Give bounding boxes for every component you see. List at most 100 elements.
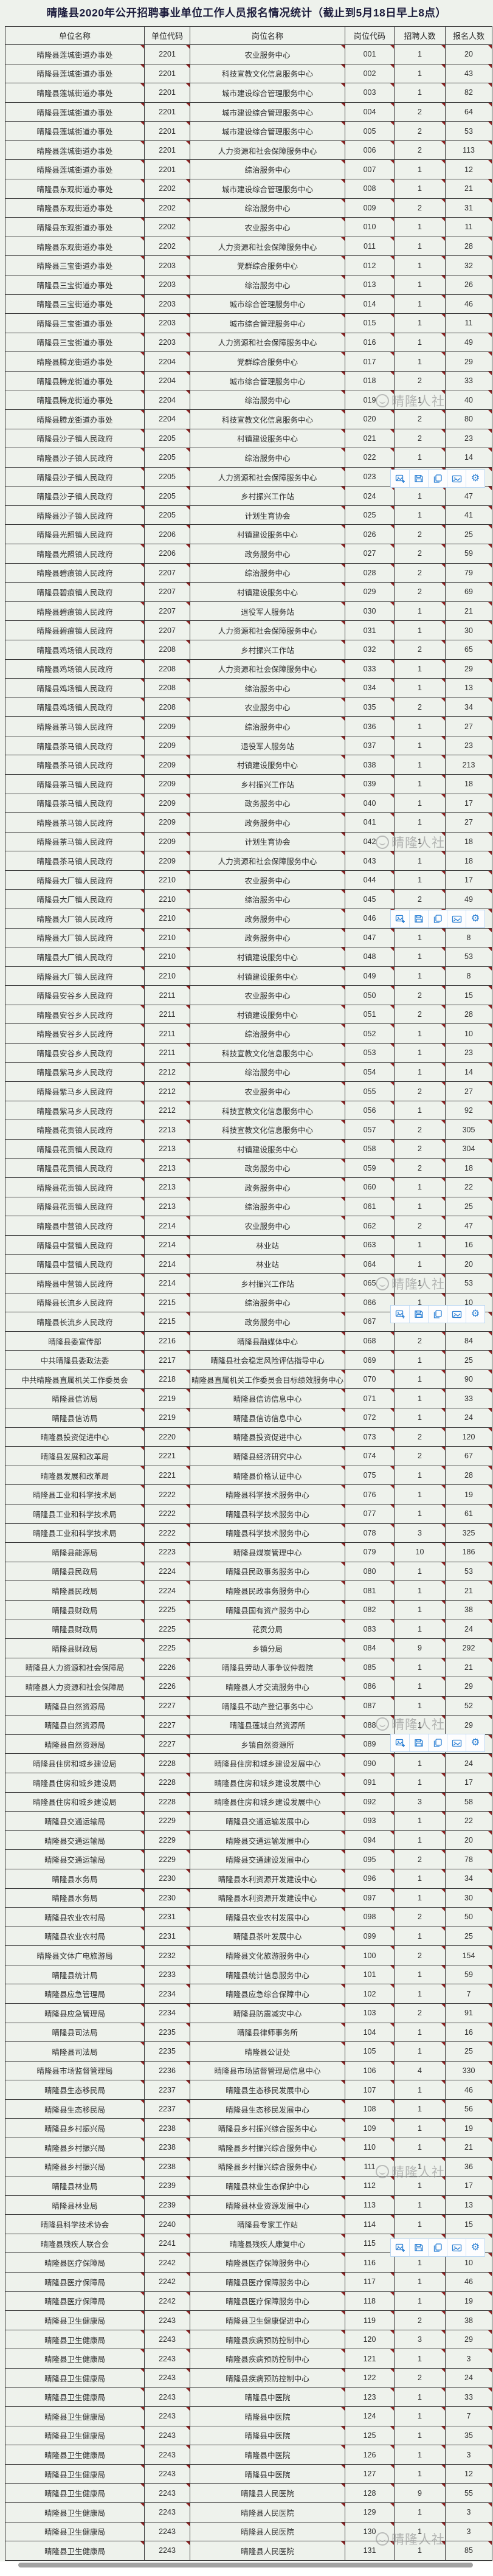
table-row: 晴隆县卫生健康局 2243 晴隆县中医院 127 1 12 [5,2463,492,2484]
add-image-icon[interactable] [391,1306,410,1323]
position-code-cell: 091 [345,1773,395,1793]
col-header-unit-code: 单位代码 [144,26,190,45]
add-image-icon[interactable] [391,470,410,487]
settings-icon[interactable]: ⚙ [471,1309,480,1319]
unit-name-cell: 晴隆县花贡镇人民政府 [5,1158,145,1179]
table-row: 晴隆县紫马乡人民政府 2212 综治服务中心 054 1 14 [5,1062,492,1082]
position-name-cell: 晴隆县公证处 [190,2041,345,2062]
extract-image-icon[interactable] [447,1306,466,1323]
extract-image-icon[interactable] [447,1734,466,1751]
unit-code-cell: 2243 [144,2502,190,2522]
save-icon[interactable] [410,910,429,927]
unit-name-cell: 晴隆县人力资源和社会保障局 [5,1677,145,1697]
table-row: 晴隆县统计局 2233 晴隆县统计信息服务中心 101 1 59 [5,1964,492,1985]
position-code-cell: 087 [345,1695,395,1716]
extract-image-icon[interactable] [447,910,466,927]
recruit-count-cell: 1 [394,2425,446,2446]
col-header-unit-name: 单位名称 [5,26,145,45]
position-name-cell: 城市综合管理服务中心 [190,313,345,333]
position-name-cell: 晴隆县信访信息中心 [190,1388,345,1409]
unit-code-cell: 2217 [144,1350,190,1370]
horizontal-scrollbar[interactable] [18,2563,473,2567]
settings-icon[interactable]: ⚙ [471,473,480,483]
unit-code-cell: 2207 [144,620,190,640]
table-row: 晴隆县安谷乡人民政府 2211 村镇建设服务中心 051 2 28 [5,1004,492,1025]
unit-name-cell: 晴隆县沙子镇人民政府 [5,466,145,487]
position-code-cell: 047 [345,927,395,948]
position-code-cell: 062 [345,1216,395,1236]
add-image-icon[interactable] [391,2239,410,2256]
unit-code-cell: 2222 [144,1484,190,1504]
recruit-count-cell: 2 [394,1907,446,1927]
position-code-cell: 027 [345,544,395,564]
applicant-count-cell: 29 [445,351,492,372]
applicant-count-cell: 25 [445,1350,492,1370]
position-code-cell: 114 [345,2214,395,2234]
applicant-count-cell: 154 [445,1945,492,1965]
recruit-count-cell: 1 [394,1984,446,2004]
unit-name-cell: 晴隆县东观街道办事处 [5,179,145,199]
applicant-count-cell: 43 [445,63,492,84]
unit-code-cell: 2242 [144,2252,190,2273]
applicant-count-cell: 19 [445,2118,492,2139]
save-icon[interactable] [410,1734,429,1751]
unit-name-cell: 晴隆县民政局 [5,1581,145,1601]
copy-icon[interactable] [429,1306,447,1323]
recruit-count-cell: 1 [394,1926,446,1947]
recruit-count-cell: 1 [394,793,446,814]
position-code-cell: 068 [345,1331,395,1351]
settings-icon[interactable]: ⚙ [471,913,480,924]
unit-name-cell: 晴隆县莲城街道办事处 [5,140,145,161]
table-row: 晴隆县财政局 2225 乡镇分局 084 9 292 [5,1638,492,1658]
table-row: 晴隆县莲城街道办事处 2201 科技宣教文化信息服务中心 002 1 43 [5,63,492,84]
extract-image-icon[interactable] [447,2239,466,2256]
save-icon[interactable] [410,1306,429,1323]
recruit-count-cell: 1 [394,236,446,257]
table-row: 晴隆县卫生健康局 2243 晴隆县中医院 123 1 33 [5,2387,492,2408]
add-image-icon[interactable] [391,910,410,927]
position-name-cell: 科技宣教文化信息服务中心 [190,1043,345,1063]
position-code-cell: 101 [345,1964,395,1985]
recruit-count-cell: 1 [394,1715,446,1735]
extract-image-icon[interactable] [447,470,466,487]
recruit-count-cell: 2 [394,1427,446,1447]
table-row: 晴隆县委宣传部 2216 晴隆县融媒体中心 068 2 84 [5,1331,492,1351]
add-image-icon[interactable] [391,1734,410,1751]
position-code-cell: 070 [345,1369,395,1390]
table-row: 晴隆县信访局 2219 晴隆县信访信息中心 072 1 24 [5,1408,492,1428]
recruitment-table: 单位名称 单位代码 岗位名称 岗位代码 招聘人数 报名人数 晴隆县莲城街道办事处… [5,26,492,2561]
unit-code-cell: 2224 [144,1581,190,1601]
copy-icon[interactable] [429,2239,447,2256]
settings-icon[interactable]: ⚙ [471,2242,480,2252]
recruit-count-cell: 1 [394,831,446,852]
unit-name-cell: 晴隆县卫生健康局 [5,2521,145,2542]
recruit-count-cell: 1 [394,966,446,986]
unit-code-cell: 2204 [144,390,190,410]
unit-code-cell: 2210 [144,889,190,910]
applicant-count-cell: 12 [445,2463,492,2484]
save-icon[interactable] [410,470,429,487]
copy-icon[interactable] [429,910,447,927]
unit-code-cell: 2203 [144,294,190,314]
recruit-count-cell: 9 [394,2483,446,2503]
position-code-cell: 018 [345,370,395,391]
unit-name-cell: 晴隆县卫生健康局 [5,2387,145,2408]
table-row: 晴隆县紫马乡人民政府 2212 农业服务中心 055 2 27 [5,1081,492,1101]
position-name-cell: 晴隆县住房和城乡建设发展中心 [190,1773,345,1793]
recruit-count-cell: 1 [394,179,446,199]
position-name-cell: 晴隆县乡村振兴综合服务中心 [190,2156,345,2177]
applicant-count-cell: 36 [445,2156,492,2177]
copy-icon[interactable] [429,470,447,487]
recruit-count-cell: 2 [394,1446,446,1466]
table-row: 晴隆县腾龙街道办事处 2204 党群综合服务中心 017 1 29 [5,351,492,372]
position-code-cell: 004 [345,102,395,122]
applicant-count-cell: 53 [445,1273,492,1293]
recruit-count-cell: 1 [394,1619,446,1639]
unit-name-cell: 晴隆县三宝街道办事处 [5,294,145,314]
settings-icon[interactable]: ⚙ [471,1737,480,1748]
save-icon[interactable] [410,2239,429,2256]
copy-icon[interactable] [429,1734,447,1751]
applicant-count-cell: 50 [445,1907,492,1927]
recruit-count-cell: 1 [394,2041,446,2062]
table-row: 晴隆县东观街道办事处 2202 人力资源和社会保障服务中心 011 1 28 [5,236,492,257]
